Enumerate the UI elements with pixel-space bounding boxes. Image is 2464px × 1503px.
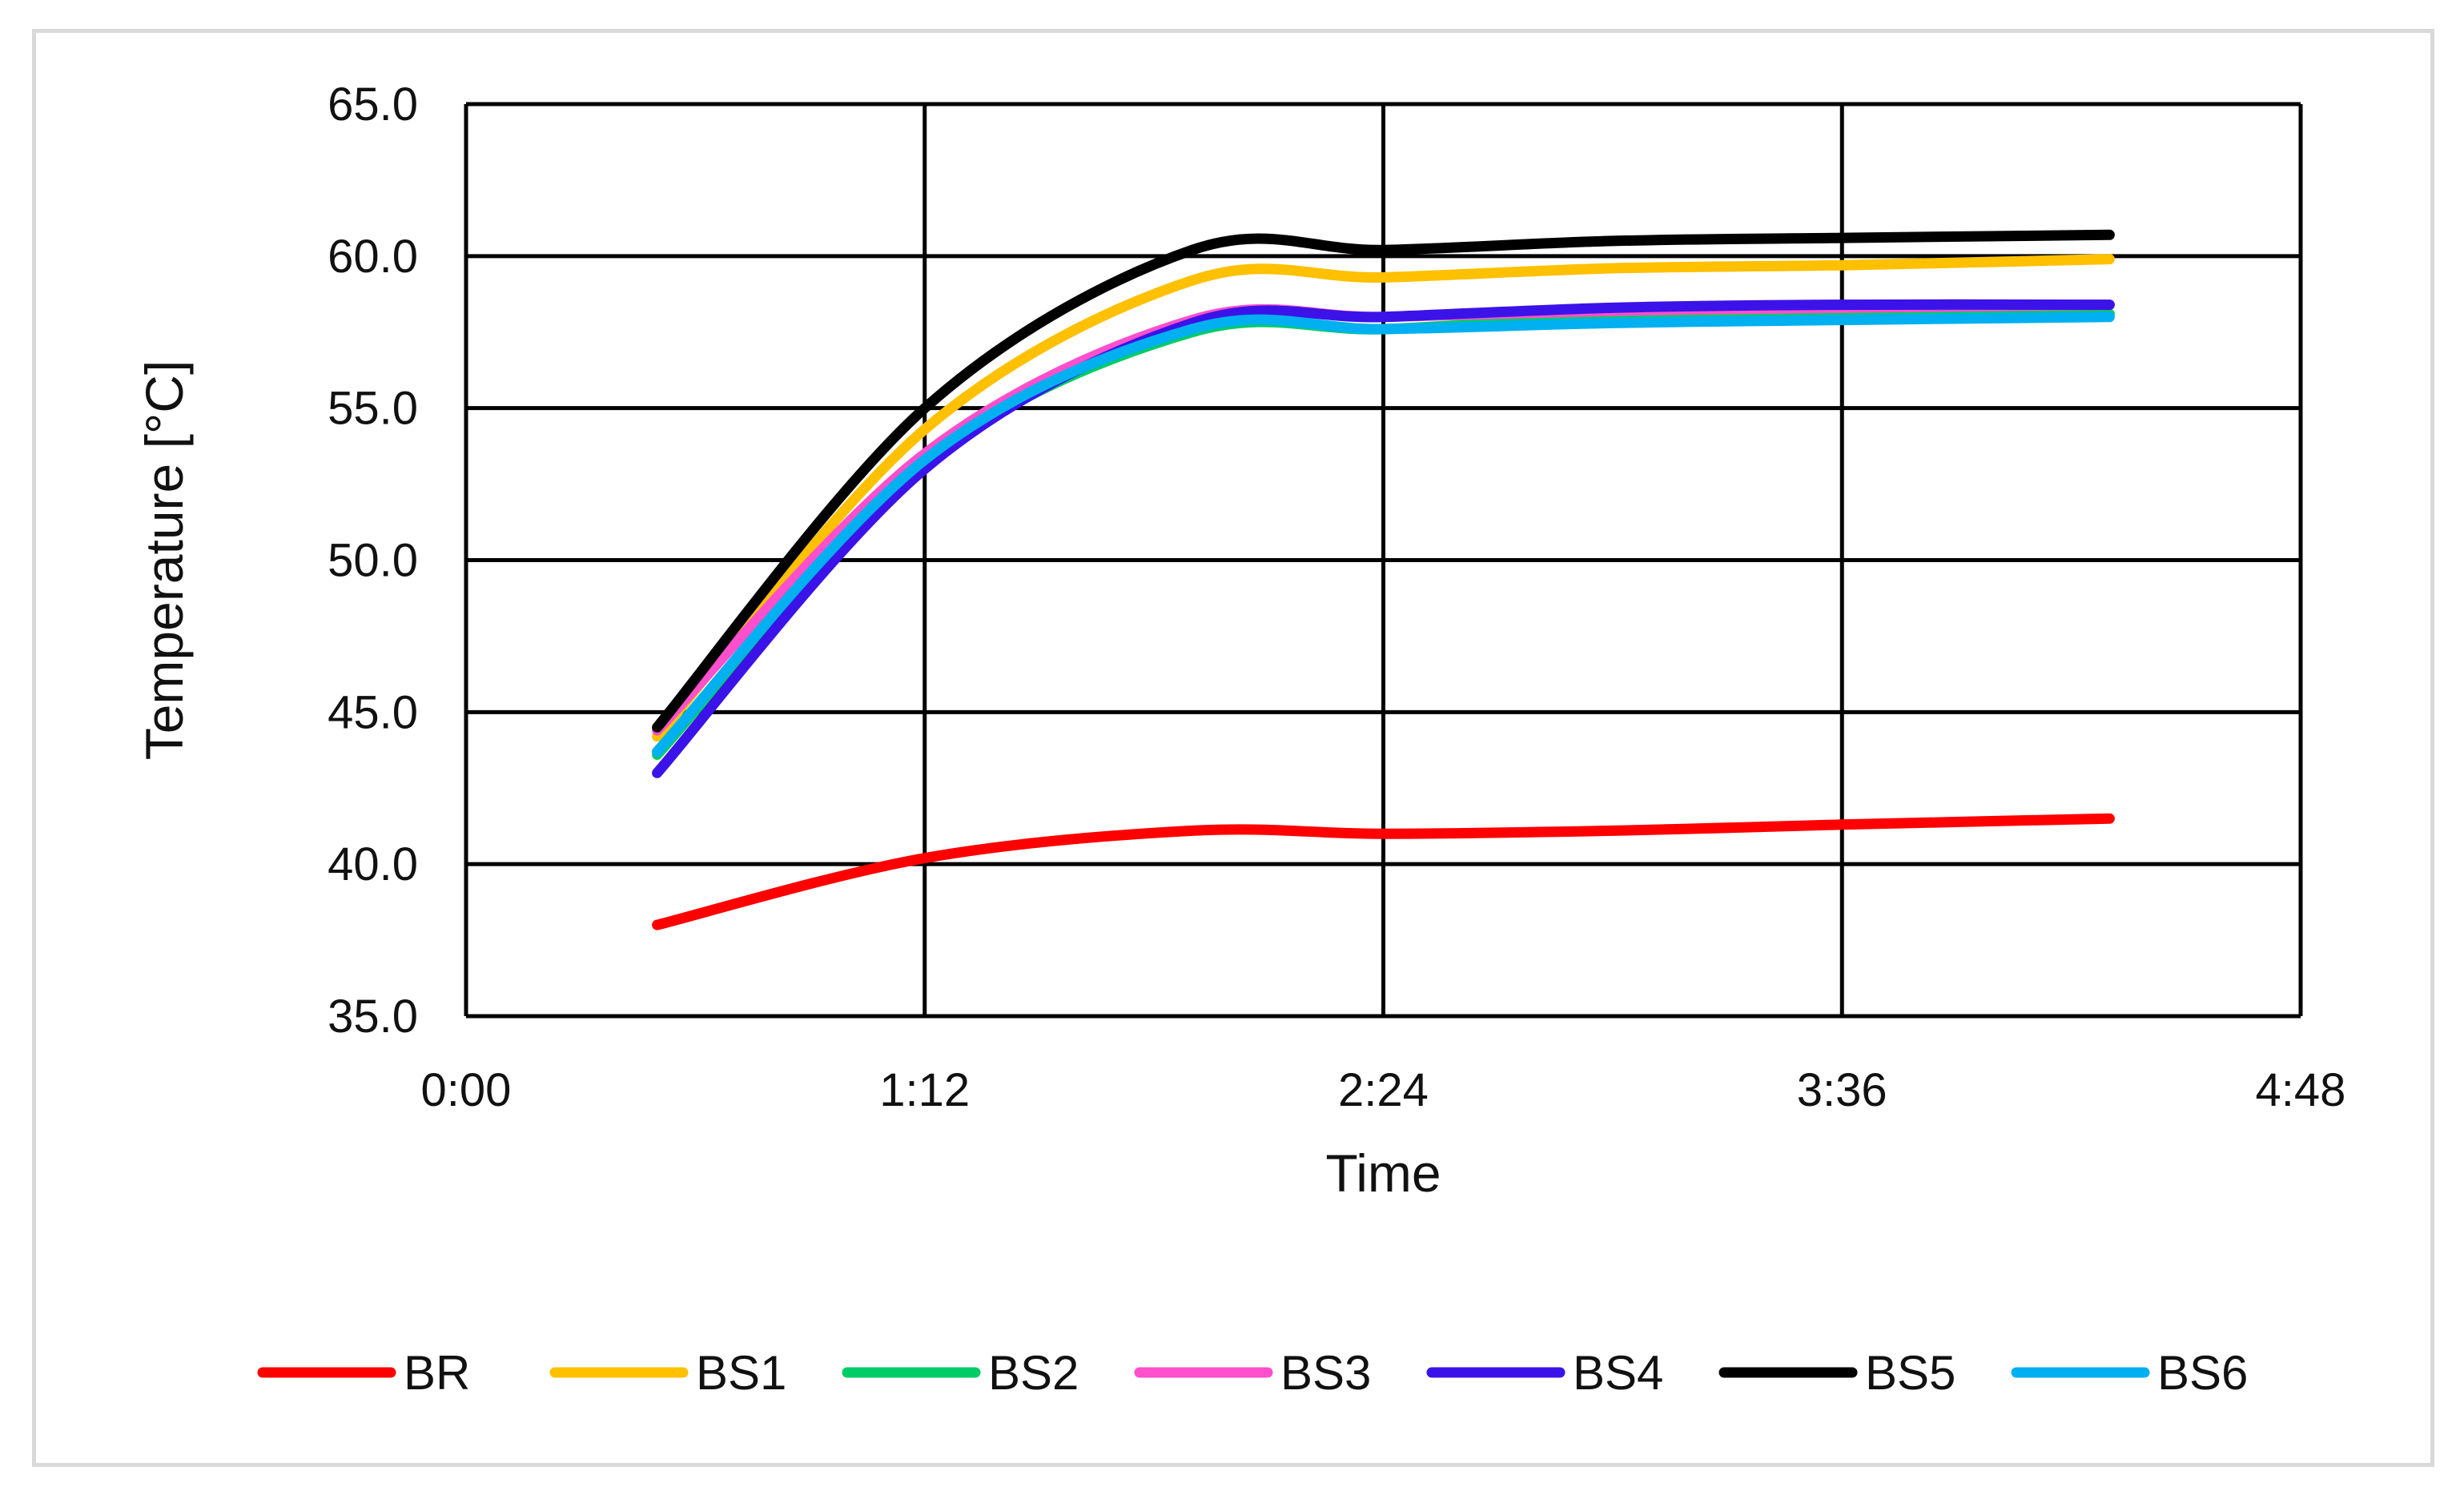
legend-item-br: BR xyxy=(257,1346,470,1400)
y-tick-label: 65.0 xyxy=(328,78,418,131)
y-tick-label: 60.0 xyxy=(328,231,418,283)
y-tick-label: 45.0 xyxy=(328,686,418,738)
legend-label: BS1 xyxy=(696,1346,786,1400)
series-layer xyxy=(652,229,2115,930)
series-line-bs5 xyxy=(652,229,2115,733)
legend: BR BS1 BS2 BS3 BS4 BS5 BS6 xyxy=(257,1346,2248,1400)
series-line-br xyxy=(652,813,2115,930)
x-tick-label: 2:24 xyxy=(1338,1064,1429,1116)
series-line-bs1 xyxy=(652,254,2115,742)
legend-item-bs1: BS1 xyxy=(549,1346,786,1400)
legend-item-bs3: BS3 xyxy=(1134,1346,1371,1400)
x-axis-title: Time xyxy=(1325,1143,1441,1203)
legend-label: BS6 xyxy=(2157,1346,2248,1400)
x-tick-label: 0:00 xyxy=(421,1064,512,1116)
x-tick-label: 1:12 xyxy=(879,1064,970,1116)
x-tick-label: 4:48 xyxy=(2256,1064,2346,1116)
y-tick-label: 35.0 xyxy=(328,991,418,1043)
legend-item-bs6: BS6 xyxy=(2011,1346,2248,1400)
y-tick-label: 40.0 xyxy=(328,838,418,890)
legend-label: BS4 xyxy=(1573,1346,1663,1400)
chart-frame: 35.0 40.0 45.0 50.0 55.0 60.0 65.0 0:00 1:12 2:24… xyxy=(32,29,2434,1467)
legend-label: BS3 xyxy=(1280,1346,1371,1400)
legend-label: BS2 xyxy=(988,1346,1079,1400)
y-axis-title: Temperature [°C] xyxy=(135,360,194,761)
legend-item-bs2: BS2 xyxy=(842,1346,1079,1400)
legend-item-bs4: BS4 xyxy=(1426,1346,1663,1400)
legend-label: BS5 xyxy=(1865,1346,1956,1400)
y-tick-label: 55.0 xyxy=(328,383,418,435)
y-tick-label: 50.0 xyxy=(328,535,418,587)
axis-layer: 35.0 40.0 45.0 50.0 55.0 60.0 65.0 0:00 1:12 2:24… xyxy=(328,78,2345,1116)
series-line-bs4 xyxy=(652,299,2115,778)
line-chart: 35.0 40.0 45.0 50.0 55.0 60.0 65.0 0:00 1:12 2:24… xyxy=(135,78,2345,1400)
legend-label: BR xyxy=(404,1346,470,1400)
grid-layer xyxy=(464,102,2303,1019)
x-tick-label: 3:36 xyxy=(1797,1064,1887,1116)
legend-item-bs5: BS5 xyxy=(1718,1346,1956,1400)
series-line-bs6 xyxy=(652,311,2115,758)
